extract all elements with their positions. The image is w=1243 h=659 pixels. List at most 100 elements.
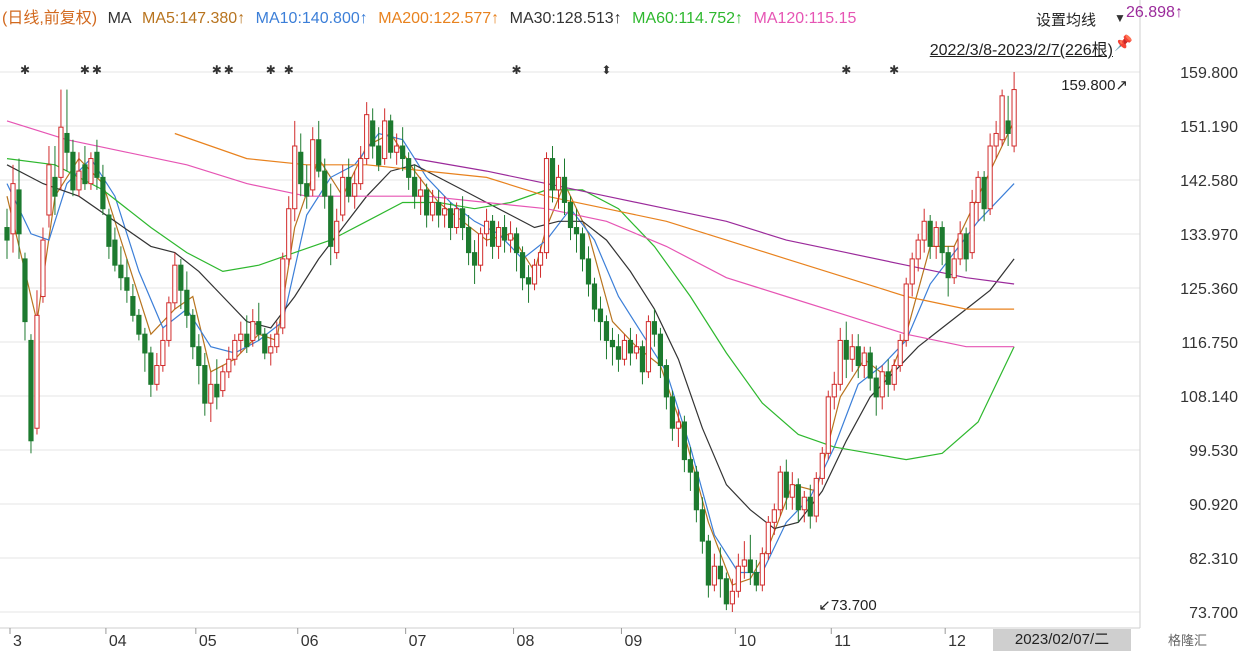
candle-body — [837, 339, 843, 385]
candle-body — [118, 264, 124, 279]
event-marker: ✱ — [224, 63, 234, 77]
y-tick-label: 159.800 — [1180, 65, 1238, 82]
candle-body — [202, 365, 208, 404]
candle-body — [723, 578, 729, 605]
candle-body — [70, 151, 76, 191]
candle-body — [52, 176, 58, 197]
x-tick-label: 10 — [738, 633, 756, 650]
pin-icon[interactable]: 📌 — [1114, 35, 1133, 52]
candle-body — [591, 283, 598, 310]
candle-body — [741, 559, 747, 567]
candle-body — [951, 258, 957, 279]
candle-body — [615, 346, 622, 360]
ma-line-ma120 — [6, 120, 1015, 348]
date-range-link[interactable]: 2022/3/8-2023/2/7(226根) — [929, 42, 1113, 59]
candle-body — [112, 239, 118, 266]
ma30-label: MA30:128.513↑ — [509, 10, 622, 27]
watermark-logo: 格隆汇 — [1168, 633, 1208, 648]
candle-body — [418, 189, 424, 197]
candle-body — [214, 383, 220, 398]
candle-body — [190, 314, 196, 348]
event-marker: ✱ — [841, 63, 851, 77]
candle-body — [46, 164, 52, 216]
chevron-down-icon[interactable]: ▼ — [1114, 11, 1126, 25]
candle-body — [855, 346, 861, 367]
settings-ma-button[interactable]: 设置均线 — [1032, 9, 1101, 30]
candle-body — [789, 484, 795, 498]
candle-body — [645, 321, 652, 373]
candle-body — [969, 201, 975, 254]
candle-body — [879, 371, 885, 398]
candle-body — [184, 289, 190, 316]
candle-body — [501, 227, 508, 241]
candle-body — [891, 365, 897, 385]
ma10-label: MA10:140.800↑ — [255, 10, 368, 27]
event-marker: ✱ — [512, 63, 522, 77]
candle-body — [975, 176, 981, 203]
candle-body — [765, 521, 771, 555]
event-marker: ✱ — [20, 63, 30, 77]
candle-body — [675, 421, 682, 429]
candle-body — [957, 233, 963, 260]
candle-body — [352, 183, 358, 197]
candle-body — [58, 126, 64, 178]
candle-body — [927, 220, 933, 247]
candle-body — [328, 195, 334, 247]
candle-body — [579, 233, 586, 260]
candle-body — [442, 208, 448, 216]
price-annotation: 159.800↗ — [1061, 77, 1128, 94]
ma-extra-label: 26.898↑ — [1126, 4, 1183, 21]
candle-body — [867, 352, 873, 379]
candle-body — [436, 201, 442, 216]
candle-body — [753, 571, 759, 586]
candle-body — [34, 314, 40, 429]
candle-body — [717, 565, 723, 580]
candle-body — [286, 208, 292, 260]
candle-body — [759, 553, 765, 586]
candle-body — [819, 452, 825, 479]
ma-line-ma30 — [6, 164, 1015, 530]
candle-body — [651, 321, 658, 335]
candle-body — [166, 302, 172, 341]
candle-body — [513, 233, 520, 254]
candle-body — [454, 208, 460, 229]
candle-body — [304, 183, 310, 197]
ma60-label: MA60:114.752↑ — [632, 10, 744, 27]
candle-body — [663, 365, 670, 398]
candle-body — [465, 227, 472, 254]
candle-body — [597, 308, 604, 323]
candle-body — [705, 540, 711, 586]
event-marker: ✱ — [80, 63, 90, 77]
y-tick-label: 125.360 — [1180, 281, 1238, 298]
candle-body — [100, 176, 106, 210]
candle-body — [1011, 89, 1017, 147]
candle-body — [274, 333, 280, 348]
candle-body — [483, 220, 490, 235]
event-marker: ✱ — [889, 63, 899, 77]
candle-body — [849, 346, 855, 360]
candle-body — [543, 158, 550, 254]
candle-body — [382, 120, 388, 160]
candle-body — [933, 227, 939, 247]
candle-body — [885, 371, 891, 385]
x-tick-label: 05 — [199, 633, 217, 650]
candle-body — [921, 220, 927, 241]
x-tick-label: 07 — [409, 633, 427, 650]
candle-body — [813, 477, 819, 517]
ma-legend: (日线,前复权) MA MA5:147.380↑ MA10:140.800↑ M… — [2, 4, 862, 28]
ma120-label: MA120:115.15 — [753, 10, 857, 27]
candle-body — [639, 346, 646, 373]
candle-body — [292, 145, 298, 210]
ma-line-ma250 — [414, 158, 1015, 285]
candle-body — [430, 201, 436, 216]
candle-body — [585, 258, 592, 285]
candle-body — [657, 333, 664, 367]
candle-body — [448, 208, 454, 229]
candle-body — [711, 565, 717, 586]
candle-body — [28, 339, 34, 442]
candle-body — [861, 352, 867, 367]
y-tick-label: 90.920 — [1189, 497, 1238, 514]
candle-body — [939, 227, 945, 254]
